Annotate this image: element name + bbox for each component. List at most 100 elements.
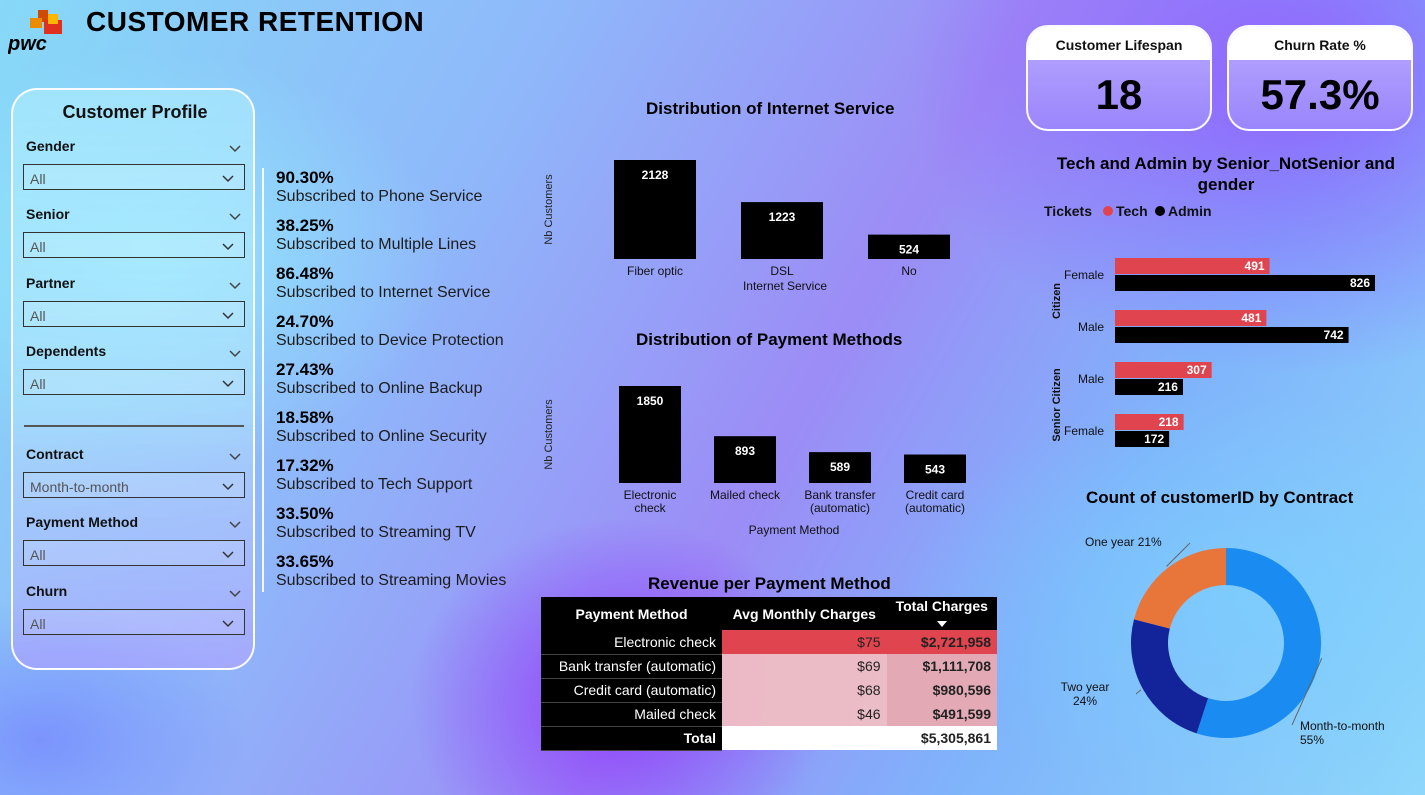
table-row[interactable]: Mailed check $46 $491,599 <box>541 702 997 727</box>
panel-title: Customer Profile <box>62 102 208 122</box>
category-label: Mailed check <box>710 488 781 502</box>
leader-line <box>1291 657 1323 726</box>
legend-label[interactable]: Admin <box>1168 203 1212 219</box>
cell-total-charges: $5,305,861 <box>886 726 997 750</box>
legend-title: Tickets <box>1044 203 1092 219</box>
kpi-label: Customer Lifespan <box>1028 27 1210 60</box>
subscription-percent: 90.30% <box>276 168 334 187</box>
x-axis-label: Internet Service <box>743 279 827 293</box>
row-label: Female <box>1064 268 1104 282</box>
kpi-value: 18 <box>1095 71 1143 118</box>
filter-dropdown-churn[interactable]: All <box>23 609 245 635</box>
pwc-logo: pwc <box>7 8 68 56</box>
customer-profile-panel: Customer Profile Gender All Senior All Partn… <box>11 88 255 670</box>
bar[interactable] <box>868 234 950 259</box>
cell-avg-monthly: $46 <box>722 702 887 726</box>
revenue-table: Payment Method Avg Monthly Charges Total… <box>541 597 997 751</box>
col-header-payment-method[interactable]: Payment Method <box>541 597 722 630</box>
collapse-chevron-icon[interactable] <box>229 277 241 290</box>
collapse-chevron-icon[interactable] <box>229 516 241 529</box>
subscription-percent: 18.58% <box>276 408 334 427</box>
filter-dropdown-senior[interactable]: All <box>23 232 245 258</box>
legend-label[interactable]: Tech <box>1116 203 1148 219</box>
slice-one-year[interactable] <box>1133 548 1226 629</box>
bar[interactable] <box>809 452 871 483</box>
bar-tech[interactable] <box>1115 258 1270 274</box>
bar-admin[interactable] <box>1115 327 1349 343</box>
row-label: Female <box>1064 424 1104 438</box>
subscription-label: Subscribed to Streaming TV <box>276 524 476 541</box>
data-label: 742 <box>1324 328 1344 342</box>
filter-dropdown-dependents[interactable]: All <box>23 369 245 395</box>
row-label: Male <box>1078 320 1104 334</box>
collapse-chevron-icon[interactable] <box>229 585 241 598</box>
bar-tech[interactable] <box>1115 362 1212 378</box>
divider-line <box>262 168 264 592</box>
filter-label-payment-method: Payment Method <box>26 514 139 530</box>
collapse-chevron-icon[interactable] <box>229 345 241 358</box>
bar[interactable] <box>619 386 681 483</box>
subscription-stat: 86.48% Subscribed to Internet Service <box>276 264 490 302</box>
bar-tech[interactable] <box>1115 414 1184 430</box>
slice-month-to-month[interactable] <box>1196 548 1321 738</box>
slice-label: 24% <box>1073 694 1097 708</box>
cell-total-avg <box>722 726 887 750</box>
bar-tech[interactable] <box>1115 310 1267 326</box>
tickets-chart-title: Tech and Admin by Senior_NotSenior and g… <box>1056 154 1396 194</box>
collapse-chevron-icon[interactable] <box>229 140 241 153</box>
cell-total-label: Total <box>541 726 722 751</box>
subscription-label: Subscribed to Multiple Lines <box>276 236 477 253</box>
filter-label-churn: Churn <box>26 583 68 599</box>
tech-admin-chart: Tickets Tech Admin Female 491 826 Male 481 742 Ma… <box>1044 203 1375 447</box>
bar-admin[interactable] <box>1115 275 1375 291</box>
bar-admin[interactable] <box>1115 431 1170 447</box>
bar[interactable] <box>714 436 776 483</box>
subscription-stat: 17.32% Subscribed to Tech Support <box>276 456 472 494</box>
category-label: check <box>634 501 666 515</box>
category-label: Electronic <box>624 488 677 502</box>
data-label: 216 <box>1158 380 1178 394</box>
filter-dropdown-payment-method[interactable]: All <box>23 540 245 566</box>
group-label: Citizen <box>1051 283 1063 319</box>
col-header-avg-monthly[interactable]: Avg Monthly Charges <box>722 597 887 630</box>
table-total-row: Total $5,305,861 <box>541 726 997 751</box>
filter-label-gender: Gender <box>26 138 76 154</box>
subscription-label: Subscribed to Device Protection <box>276 332 504 349</box>
slice-two-year[interactable] <box>1131 619 1209 734</box>
collapse-chevron-icon[interactable] <box>229 208 241 221</box>
category-label: (automatic) <box>905 501 965 515</box>
filter-dropdown-partner[interactable]: All <box>23 301 245 327</box>
table-row[interactable]: Electronic check $75 $2,721,958 <box>541 630 997 655</box>
bar[interactable] <box>904 454 966 483</box>
filter-dropdown-contract[interactable]: Month-to-month <box>23 472 245 498</box>
subscription-percent: 38.25% <box>276 216 334 235</box>
col-header-total-charges[interactable]: Total Charges <box>886 597 997 630</box>
slice-label: Month-to-month <box>1300 719 1385 733</box>
subscription-stat: 33.50% Subscribed to Streaming TV <box>276 504 476 542</box>
filter-dropdown-gender[interactable]: All <box>23 164 245 190</box>
x-axis-label: Payment Method <box>749 523 840 537</box>
subscription-percent: 24.70% <box>276 312 334 331</box>
kpi-label: Churn Rate % <box>1229 27 1411 60</box>
collapse-chevron-icon[interactable] <box>229 448 241 461</box>
subscription-percent: 17.32% <box>276 456 334 475</box>
category-label: No <box>901 264 917 278</box>
contract-chart-title: Count of customerID by Contract <box>1086 488 1354 507</box>
group-label: Senior Citizen <box>1051 368 1063 442</box>
legend-marker-admin <box>1155 206 1165 216</box>
y-axis-label: Nb Customers <box>543 399 555 470</box>
table-row[interactable]: Bank transfer (automatic) $69 $1,111,708 <box>541 654 997 679</box>
data-label: 307 <box>1187 363 1207 377</box>
table-row[interactable]: Credit card (automatic) $68 $980,596 <box>541 678 997 703</box>
subscription-percent: 27.43% <box>276 360 334 379</box>
dropdown-value: All <box>30 171 46 187</box>
data-label: 589 <box>830 460 850 474</box>
subscription-label: Subscribed to Online Security <box>276 428 487 445</box>
subscription-stat: 27.43% Subscribed to Online Backup <box>276 360 482 398</box>
bar-admin[interactable] <box>1115 379 1183 395</box>
bar[interactable] <box>614 160 696 259</box>
dropdown-value: All <box>30 376 46 392</box>
cell-total-charges: $491,599 <box>886 702 997 726</box>
subscription-percent: 86.48% <box>276 264 334 283</box>
bar[interactable] <box>741 202 823 259</box>
